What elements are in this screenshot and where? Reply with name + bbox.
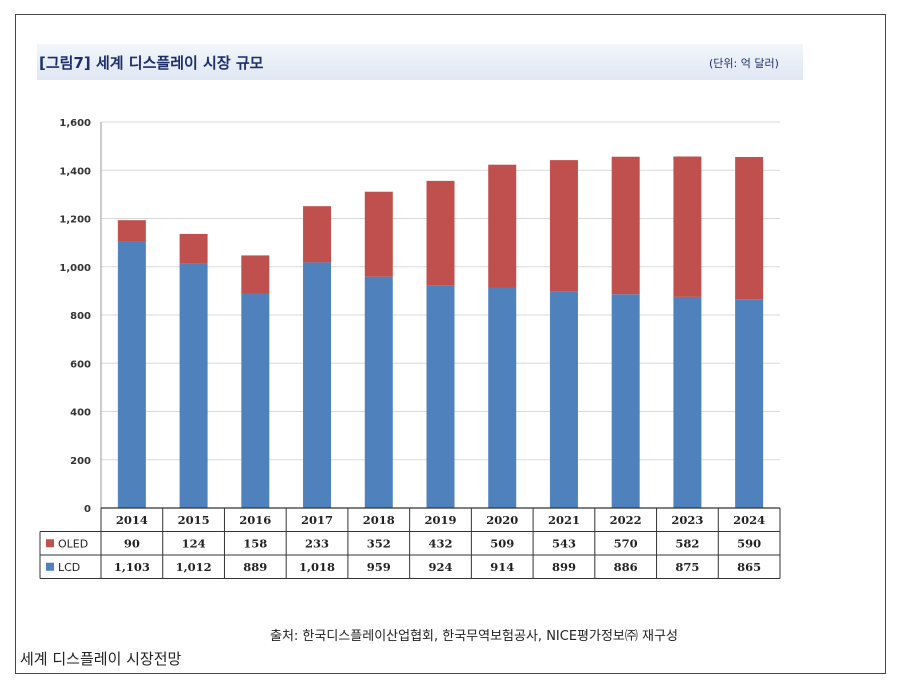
data-label: 886 — [614, 560, 638, 574]
data-label: 1,018 — [299, 560, 335, 574]
x-tick-label: 2023 — [671, 513, 703, 527]
y-tick-label: 1,200 — [59, 215, 91, 226]
data-label: 865 — [737, 560, 761, 574]
y-tick-label: 200 — [70, 456, 91, 467]
data-label: 959 — [367, 560, 391, 574]
bar-lcd — [488, 287, 517, 508]
y-tick-label: 1,000 — [59, 263, 91, 274]
legend-label-lcd: LCD — [58, 561, 80, 574]
legend-label-oled: OLED — [58, 537, 88, 550]
legend-key-oled — [46, 539, 54, 548]
bar-oled — [488, 164, 517, 288]
bar-oled — [426, 180, 455, 286]
data-label: 875 — [675, 560, 699, 574]
bar-lcd — [303, 262, 332, 508]
bar-lcd — [117, 241, 146, 508]
data-label: 1,103 — [114, 560, 150, 574]
data-label: 352 — [367, 536, 391, 550]
data-label: 889 — [243, 560, 267, 574]
data-label: 914 — [490, 560, 514, 574]
x-tick-label: 2022 — [610, 513, 642, 527]
data-label: 1,012 — [176, 560, 212, 574]
bar-oled — [241, 255, 270, 294]
y-tick-label: 1,600 — [59, 118, 91, 129]
x-tick-label: 2017 — [301, 513, 333, 527]
caption: 세계 디스플레이 시장전망 — [20, 650, 182, 668]
x-tick-label: 2019 — [424, 513, 456, 527]
x-tick-label: 2021 — [548, 513, 580, 527]
x-tick-label: 2015 — [178, 513, 210, 527]
data-label: 124 — [182, 536, 206, 550]
y-tick-label: 600 — [70, 359, 91, 370]
figure-frame — [15, 14, 886, 674]
unit-label: (단위: 억 달러) — [709, 57, 779, 70]
y-tick-label: 0 — [84, 504, 91, 515]
bar-lcd — [673, 296, 702, 508]
x-tick-label: 2020 — [486, 513, 518, 527]
bar-lcd — [426, 285, 455, 508]
bar-oled — [179, 233, 208, 264]
data-label: 158 — [243, 536, 267, 550]
source-note: 출처: 한국디스플레이산업협회, 한국무역보험공사, NICE평가정보㈜ 재구성 — [270, 629, 678, 644]
bar-oled — [735, 156, 764, 300]
data-label: 233 — [305, 536, 329, 550]
data-label: 899 — [552, 560, 576, 574]
data-label: 582 — [675, 536, 699, 550]
data-label: 90 — [124, 536, 140, 550]
bar-oled — [611, 156, 640, 295]
bar-oled — [549, 160, 578, 292]
y-tick-label: 400 — [70, 408, 91, 419]
bar-oled — [673, 156, 702, 297]
bar-oled — [364, 191, 393, 277]
x-tick-label: 2024 — [733, 513, 765, 527]
y-tick-label: 800 — [70, 311, 91, 322]
x-tick-label: 2018 — [363, 513, 395, 527]
data-label: 570 — [614, 536, 638, 550]
title-bar — [37, 44, 803, 80]
bar-lcd — [241, 293, 270, 508]
data-label: 543 — [552, 536, 576, 550]
bar-lcd — [735, 299, 764, 508]
bar-lcd — [179, 263, 208, 508]
data-label: 432 — [428, 536, 452, 550]
legend-key-lcd — [46, 562, 54, 571]
x-tick-label: 2014 — [116, 513, 148, 527]
bar-lcd — [364, 276, 393, 508]
data-label: 509 — [490, 536, 514, 550]
data-label: 924 — [428, 560, 452, 574]
data-label: 590 — [737, 536, 761, 550]
x-tick-label: 2016 — [239, 513, 271, 527]
bar-oled — [303, 206, 332, 263]
bar-lcd — [549, 291, 578, 508]
y-tick-label: 1,400 — [59, 166, 91, 177]
figure-title: [그림7] 세계 디스플레이 시장 규모 — [39, 54, 264, 72]
bar-lcd — [611, 294, 640, 508]
bar-oled — [117, 220, 146, 242]
